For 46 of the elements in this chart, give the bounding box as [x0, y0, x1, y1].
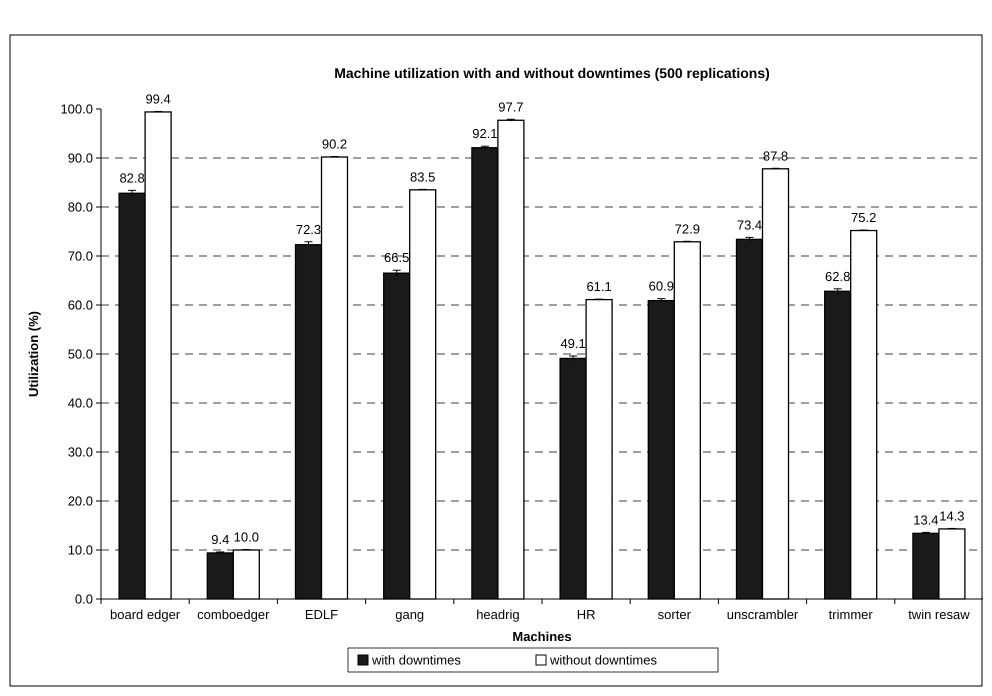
- legend-label: without downtimes: [549, 652, 658, 668]
- y-tick-label: 10.0: [68, 542, 93, 558]
- data-label: 10.0: [234, 530, 259, 545]
- y-tick-label: 100.0: [60, 102, 93, 117]
- x-tick-label: EDLF: [304, 607, 338, 622]
- data-label: 72.3: [296, 222, 322, 237]
- data-label: 9.4: [211, 532, 230, 547]
- y-tick-label: 30.0: [68, 444, 93, 460]
- data-label: 72.9: [674, 221, 700, 236]
- x-tick-label: board edger: [110, 607, 181, 622]
- data-label: 75.2: [851, 210, 876, 226]
- data-label: 87.8: [762, 148, 788, 164]
- data-label: 92.1: [472, 126, 498, 142]
- data-label: 90.2: [322, 136, 348, 152]
- y-tick-label: 70.0: [68, 248, 93, 264]
- y-tick-label: 0.0: [74, 592, 93, 607]
- y-tick-label: 60.0: [68, 298, 93, 313]
- x-tick-label: HR: [576, 607, 596, 622]
- data-label: 73.4: [736, 217, 762, 232]
- x-tick-label: unscrambler: [726, 607, 799, 622]
- y-tick-label: 50.0: [68, 346, 93, 362]
- data-label: 49.1: [560, 336, 586, 351]
- data-label: 14.3: [939, 508, 965, 524]
- x-axis-title: Machines: [512, 629, 572, 644]
- y-tick-label: 80.0: [68, 200, 93, 215]
- y-tick-label: 20.0: [68, 494, 93, 509]
- data-label: 60.9: [648, 278, 674, 294]
- data-label: 61.1: [586, 279, 612, 294]
- data-label: 97.7: [498, 99, 524, 114]
- data-label: 62.8: [825, 268, 850, 284]
- legend-label: with downtimes: [371, 652, 462, 668]
- x-tick-label: sorter: [658, 607, 692, 622]
- data-label: 13.4: [913, 512, 939, 528]
- x-tick-label: comboedger: [197, 607, 270, 622]
- x-tick-label: trimmer: [828, 607, 874, 622]
- y-tick-label: 40.0: [68, 396, 93, 411]
- x-tick-label: headrig: [476, 607, 520, 622]
- y-axis-title: Utilization (%): [26, 311, 41, 397]
- data-label: 83.5: [410, 169, 436, 184]
- data-label: 99.4: [145, 91, 171, 106]
- chart-title: Machine utilization with and without downtimes (500 replications): [334, 65, 770, 81]
- y-tick-label: 90.0: [68, 150, 93, 166]
- x-tick-label: twin resaw: [908, 607, 970, 622]
- x-tick-label: gang: [395, 607, 424, 622]
- data-label: 66.5: [384, 250, 410, 266]
- data-label: 82.8: [119, 170, 145, 186]
